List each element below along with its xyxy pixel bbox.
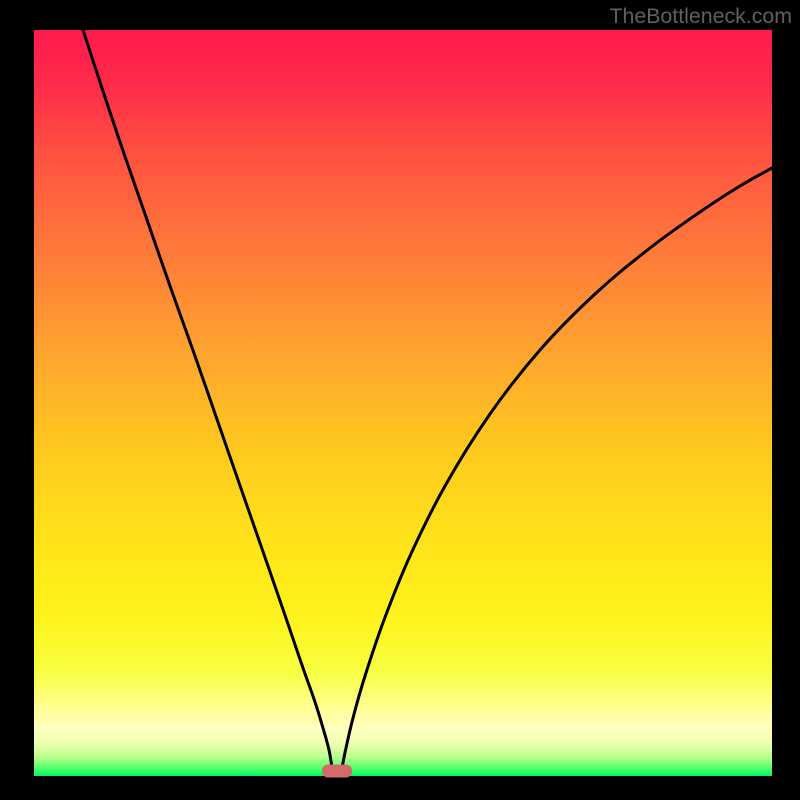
watermark-text: TheBottleneck.com <box>609 4 792 29</box>
heat-gradient <box>34 30 772 776</box>
chart-stage: TheBottleneck.com <box>0 0 800 800</box>
